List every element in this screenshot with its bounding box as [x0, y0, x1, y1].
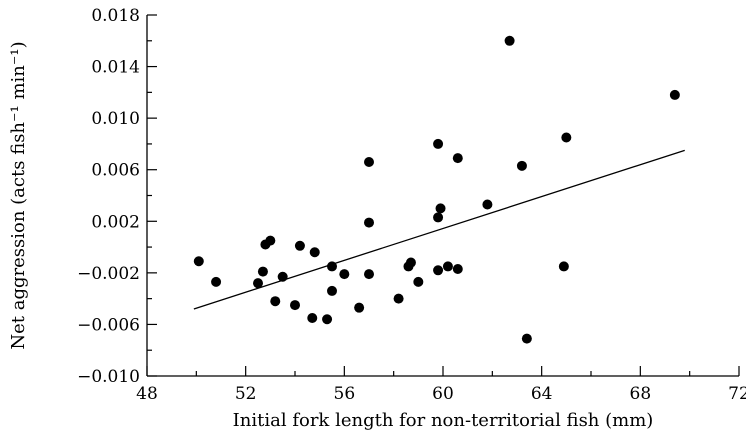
data-point: [364, 217, 374, 228]
data-point: [393, 293, 404, 304]
data-point: [452, 263, 463, 274]
y-ticks: −0.010 −0.006 −0.002 0.002 0.006 0.010 0.014 0.…: [77, 6, 157, 387]
data-point: [322, 314, 333, 325]
data-point: [669, 89, 680, 100]
data-point: [452, 153, 463, 164]
data-point: [354, 302, 365, 313]
data-point: [211, 276, 222, 287]
data-point: [270, 296, 281, 307]
x-axis-label: Initial fork length for non-territorial …: [233, 410, 654, 431]
data-point: [435, 203, 446, 214]
x-tick-label: 72: [728, 384, 746, 404]
y-axis-label: Net aggression (acts fish⁻¹ min⁻¹): [8, 41, 29, 349]
data-point: [516, 160, 527, 171]
data-point: [482, 199, 493, 210]
data-point: [327, 285, 337, 296]
y-tick-label: 0.002: [91, 212, 140, 232]
data-point: [561, 132, 572, 143]
y-tick-label: −0.006: [77, 315, 140, 335]
data-point: [433, 212, 444, 223]
data-point: [339, 269, 350, 280]
data-point: [265, 235, 276, 246]
trend-line: [193, 149, 685, 310]
data-point: [364, 269, 374, 280]
x-ticks: 48 52 56 60 64 68 72: [136, 366, 746, 404]
data-point: [193, 256, 204, 267]
data-point: [433, 138, 444, 149]
data-point: [294, 240, 305, 251]
x-tick-label: 60: [432, 384, 454, 404]
x-tick-label: 48: [136, 384, 158, 404]
x-tick-label: 56: [334, 384, 356, 404]
plot-frame: [146, 15, 739, 377]
y-tick-label: 0.014: [91, 58, 140, 78]
data-point: [433, 265, 444, 276]
y-tick-label: 0.006: [91, 161, 140, 181]
data-points: [193, 35, 680, 344]
y-tick-label: −0.002: [77, 264, 140, 284]
data-point: [521, 333, 532, 344]
x-tick-label: 68: [630, 384, 652, 404]
data-point: [405, 257, 416, 268]
y-tick-label: −0.010: [77, 367, 140, 387]
data-point: [309, 247, 320, 258]
data-point: [364, 156, 374, 167]
x-tick-label: 52: [235, 384, 257, 404]
data-point: [442, 261, 453, 272]
data-point: [504, 35, 515, 46]
x-tick-label: 64: [531, 384, 553, 404]
data-point: [558, 261, 569, 272]
data-point: [253, 278, 263, 289]
data-point: [290, 300, 300, 311]
y-tick-label: 0.010: [91, 109, 140, 129]
data-point: [413, 276, 424, 287]
data-point: [257, 266, 268, 277]
data-point: [307, 312, 318, 323]
y-tick-label: 0.018: [91, 6, 140, 26]
